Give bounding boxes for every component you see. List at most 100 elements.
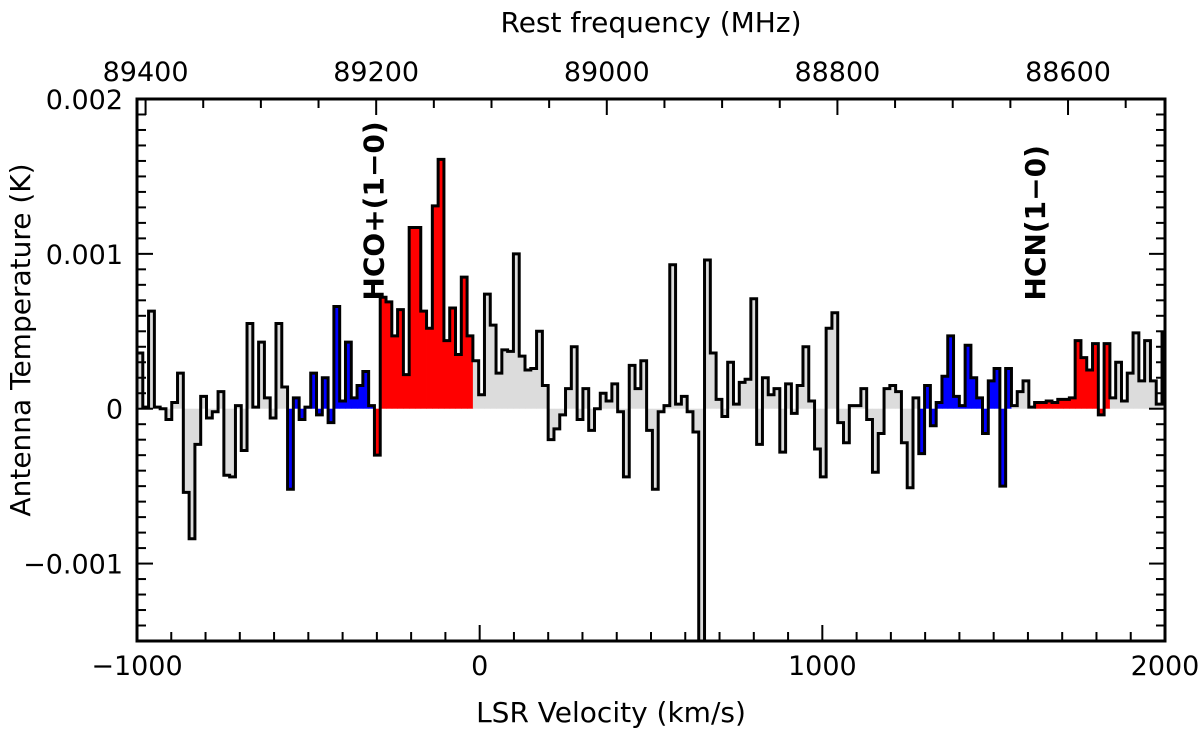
channel-bar bbox=[837, 408, 844, 423]
channel-bar bbox=[774, 388, 781, 409]
channel-bar bbox=[663, 405, 671, 409]
top-tick-label: 89000 bbox=[564, 57, 650, 88]
channel-bar bbox=[814, 408, 821, 449]
channel-bar bbox=[258, 342, 265, 409]
channel-bar bbox=[467, 335, 474, 409]
channel-bar bbox=[907, 408, 914, 488]
channel-bar bbox=[953, 396, 960, 409]
top-tick-label: 88800 bbox=[794, 57, 880, 88]
channel-bar bbox=[1017, 391, 1024, 409]
channel-bar bbox=[878, 408, 885, 434]
channel-bar bbox=[785, 383, 792, 409]
channel-bar bbox=[461, 277, 468, 409]
channel-bar bbox=[414, 227, 422, 409]
channel-bar bbox=[229, 408, 236, 477]
channel-bar bbox=[913, 397, 920, 409]
channel-bar bbox=[1051, 402, 1059, 409]
channel-bar bbox=[333, 306, 341, 409]
channel-bar bbox=[357, 385, 364, 409]
channel-bar bbox=[727, 362, 734, 409]
channel-bar bbox=[449, 308, 456, 409]
channel-bar bbox=[571, 346, 578, 409]
x-axis-title: LSR Velocity (km/s) bbox=[476, 696, 746, 729]
filled-channels bbox=[137, 159, 1166, 641]
channel-bar bbox=[606, 400, 613, 409]
channel-bar bbox=[281, 387, 288, 409]
channel-bar bbox=[947, 335, 954, 409]
channel-bar bbox=[310, 373, 317, 409]
channel-bar bbox=[849, 405, 856, 409]
line-annotation: HCN(1−0) bbox=[1019, 145, 1052, 300]
channel-bar bbox=[681, 396, 688, 409]
channel-bar bbox=[501, 349, 509, 409]
channel-bar bbox=[322, 377, 329, 409]
channel-bar bbox=[1098, 408, 1105, 415]
channel-bar bbox=[530, 368, 537, 409]
channel-bar bbox=[148, 311, 155, 409]
top-tick-label: 89200 bbox=[333, 57, 419, 88]
channel-bar bbox=[218, 391, 225, 409]
channel-bar bbox=[270, 408, 277, 419]
channel-bar bbox=[519, 356, 526, 409]
x-tick-label: −1000 bbox=[91, 651, 182, 682]
channel-bar bbox=[553, 408, 561, 429]
channel-bar bbox=[988, 380, 995, 409]
channel-bar bbox=[1046, 400, 1053, 409]
channel-bar bbox=[328, 408, 335, 423]
channel-bar bbox=[525, 370, 532, 409]
channel-bar bbox=[1150, 380, 1157, 409]
channel-bar bbox=[802, 346, 810, 409]
channel-bar bbox=[345, 342, 352, 409]
channel-bar bbox=[710, 352, 717, 409]
channel-bar bbox=[432, 205, 439, 409]
channel-bar bbox=[669, 264, 676, 409]
channel-bar bbox=[733, 404, 740, 409]
channel-bar bbox=[941, 376, 949, 409]
channel-bar bbox=[588, 408, 595, 431]
channel-bar bbox=[1069, 397, 1076, 409]
channel-bar bbox=[1109, 397, 1117, 409]
channel-bar bbox=[1075, 340, 1082, 409]
axis-ticks bbox=[136, 98, 1166, 642]
channel-bar bbox=[872, 408, 879, 473]
channel-bar bbox=[623, 408, 630, 477]
channel-bar bbox=[704, 260, 711, 409]
channel-bar bbox=[490, 325, 497, 409]
channel-bar bbox=[791, 408, 798, 414]
channel-bar bbox=[1104, 343, 1111, 409]
channel-bar bbox=[895, 391, 902, 409]
channel-bar bbox=[1040, 402, 1047, 409]
channel-bar bbox=[542, 385, 549, 409]
channel-bar bbox=[658, 408, 665, 412]
y-tick-label: −0.001 bbox=[23, 550, 123, 581]
channel-bar bbox=[264, 397, 271, 409]
channel-bar bbox=[565, 388, 572, 409]
channel-bar bbox=[316, 408, 323, 415]
channel-bar bbox=[675, 404, 682, 409]
spectrum-step-line bbox=[135, 157, 1165, 643]
channel-bar bbox=[368, 405, 375, 409]
channel-bar bbox=[177, 373, 184, 409]
top-tick-label: 88600 bbox=[1025, 57, 1111, 88]
channel-bar bbox=[739, 382, 746, 409]
channel-bar bbox=[866, 408, 873, 420]
channel-bar bbox=[1138, 380, 1146, 409]
channel-bar bbox=[206, 408, 213, 419]
channel-bar bbox=[635, 388, 642, 409]
channel-bar bbox=[212, 408, 219, 412]
channel-bar bbox=[617, 408, 624, 412]
channel-bar bbox=[982, 408, 989, 434]
channel-bar bbox=[745, 379, 752, 409]
x-tick-label: 1000 bbox=[788, 651, 857, 682]
channel-bar bbox=[640, 360, 648, 409]
channel-bar bbox=[889, 385, 897, 409]
channel-bar bbox=[918, 408, 925, 454]
channel-bar bbox=[200, 396, 207, 409]
channel-bar bbox=[559, 408, 566, 415]
y-tick-label: 0.002 bbox=[46, 85, 123, 116]
channel-bar bbox=[194, 408, 202, 445]
channel-bar bbox=[275, 323, 283, 409]
channel-bar bbox=[716, 399, 723, 409]
x-tick-label: 0 bbox=[471, 651, 488, 682]
channel-bar bbox=[386, 301, 393, 409]
